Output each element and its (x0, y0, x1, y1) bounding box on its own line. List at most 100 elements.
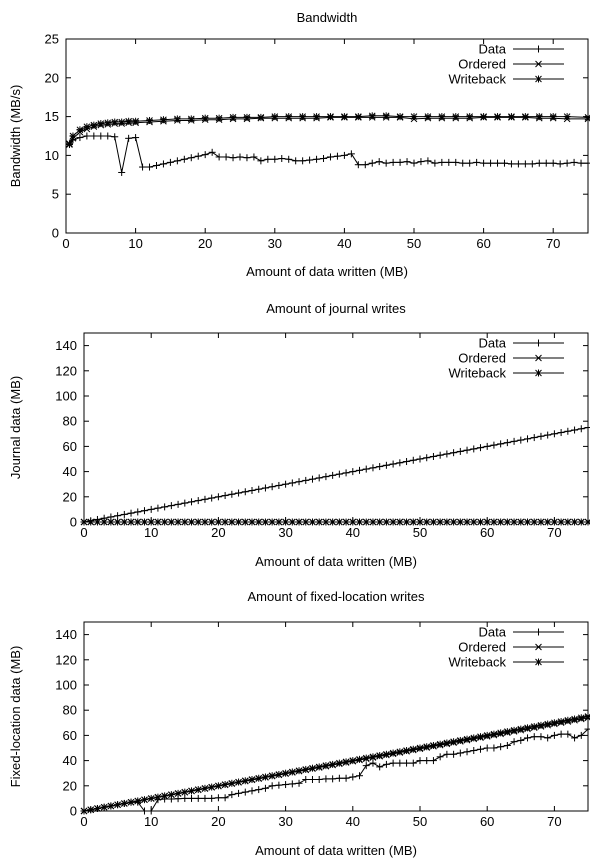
data-point-d2 (168, 791, 175, 798)
data-point-d2 (97, 120, 105, 127)
data-point-d2 (430, 518, 437, 526)
chart-title: Bandwidth (297, 10, 358, 25)
data-point-d2 (80, 518, 88, 526)
data-point-d2 (268, 518, 276, 526)
data-point-d2 (329, 761, 336, 768)
x-tick-label: 40 (346, 525, 360, 540)
data-point-d2 (438, 113, 446, 120)
y-tick-label: 140 (55, 338, 77, 353)
data-point-d2 (315, 518, 323, 526)
data-point-d2 (295, 518, 303, 526)
data-point-d2 (436, 740, 444, 748)
y-tick-label: 120 (55, 652, 77, 667)
data-point-d2 (100, 518, 108, 526)
data-point-d2 (315, 763, 323, 771)
data-point-d2 (480, 113, 487, 120)
data-point-d2 (107, 518, 115, 526)
data-point-d2 (376, 752, 384, 759)
data-point-d2 (302, 518, 310, 526)
data-point-d2 (383, 518, 390, 526)
data-point-d2 (571, 518, 578, 526)
data-point-d2 (255, 518, 263, 526)
data-point-d2 (243, 114, 251, 121)
data-point-d2 (470, 734, 478, 742)
data-point-d2 (564, 716, 572, 724)
data-point-d2 (416, 518, 424, 526)
data-point-d2 (174, 790, 182, 797)
data-point-d2 (362, 754, 370, 762)
data-point-d2 (463, 735, 471, 743)
data-point-d2 (187, 115, 195, 123)
data-point-d2 (403, 518, 410, 526)
y-axis-label: Fixed-location data (MB) (8, 646, 23, 788)
data-point-d2 (463, 518, 471, 526)
data-point-d2 (424, 113, 432, 120)
data-point-d2 (571, 715, 578, 723)
y-tick-label: 60 (63, 439, 77, 454)
data-point-d2 (396, 113, 404, 120)
data-point-d2 (241, 518, 249, 526)
data-point-d2 (443, 739, 451, 747)
data-point-d2 (544, 518, 552, 526)
x-tick-label: 30 (278, 814, 292, 829)
data-point-d2 (285, 113, 293, 120)
data-point-d2 (309, 518, 316, 526)
data-point-d2 (342, 758, 350, 766)
data-point-d2 (248, 518, 256, 526)
data-point-d2 (336, 759, 343, 767)
data-point-d2 (228, 779, 236, 787)
x-tick-label: 30 (268, 236, 282, 251)
data-point-d2 (118, 118, 126, 126)
x-tick-label: 30 (278, 525, 292, 540)
data-point-d2 (354, 113, 362, 120)
data-point-d2 (409, 518, 417, 526)
y-tick-label: 100 (55, 389, 77, 404)
series-writeback (80, 713, 590, 815)
data-point-d2 (87, 518, 95, 526)
series-data (80, 725, 590, 815)
data-point-d2 (100, 803, 108, 811)
plot-frame (83, 621, 589, 812)
data-point-d2 (188, 787, 195, 795)
x-tick-label: 70 (547, 814, 561, 829)
data-point-d2 (257, 114, 265, 121)
data-point-d2 (329, 518, 336, 526)
data-point-d2 (389, 518, 397, 526)
data-point-d2 (161, 518, 168, 526)
data-point-d2 (127, 798, 135, 806)
legend-marker-d2 (535, 643, 542, 651)
data-point-d2 (83, 123, 91, 131)
data-point-d2 (356, 756, 363, 763)
y-tick-label: 80 (63, 414, 77, 429)
chart-1: Bandwidth Amount of data written (MB) Band… (8, 10, 590, 279)
data-point-d2 (368, 112, 376, 120)
data-point-d2 (181, 788, 189, 796)
data-point-d2 (160, 116, 167, 124)
y-tick-label: 120 (55, 363, 77, 378)
legend-label: Data (479, 336, 507, 351)
y-tick-label: 20 (63, 489, 77, 504)
legend-label: Writeback (448, 655, 506, 670)
legend-label: Ordered (458, 57, 506, 72)
data-point-d2 (369, 518, 377, 526)
data-point-d2 (557, 518, 565, 526)
data-point-d2 (551, 719, 558, 727)
data-point-d2 (524, 724, 531, 732)
chart-title: Amount of fixed-location writes (247, 589, 425, 604)
chart-3: Amount of fixed-location writes Amount of… (8, 589, 590, 858)
data-point-d2 (255, 774, 263, 782)
plot-frame (65, 38, 589, 234)
data-point-d2 (208, 518, 216, 526)
data-point-d2 (111, 118, 119, 126)
data-point-d2 (466, 113, 474, 120)
data-point-d2 (221, 518, 229, 526)
data-point-d2 (154, 518, 162, 526)
data-point-d2 (524, 518, 531, 526)
legend-label: Writeback (448, 366, 506, 381)
data-point-d2 (161, 792, 168, 800)
y-tick-label: 20 (45, 70, 59, 85)
data-point-d2 (120, 518, 128, 526)
data-point-d2 (80, 807, 88, 815)
data-point-d2 (383, 750, 390, 758)
y-axis-label: Bandwidth (MB/s) (8, 85, 23, 188)
